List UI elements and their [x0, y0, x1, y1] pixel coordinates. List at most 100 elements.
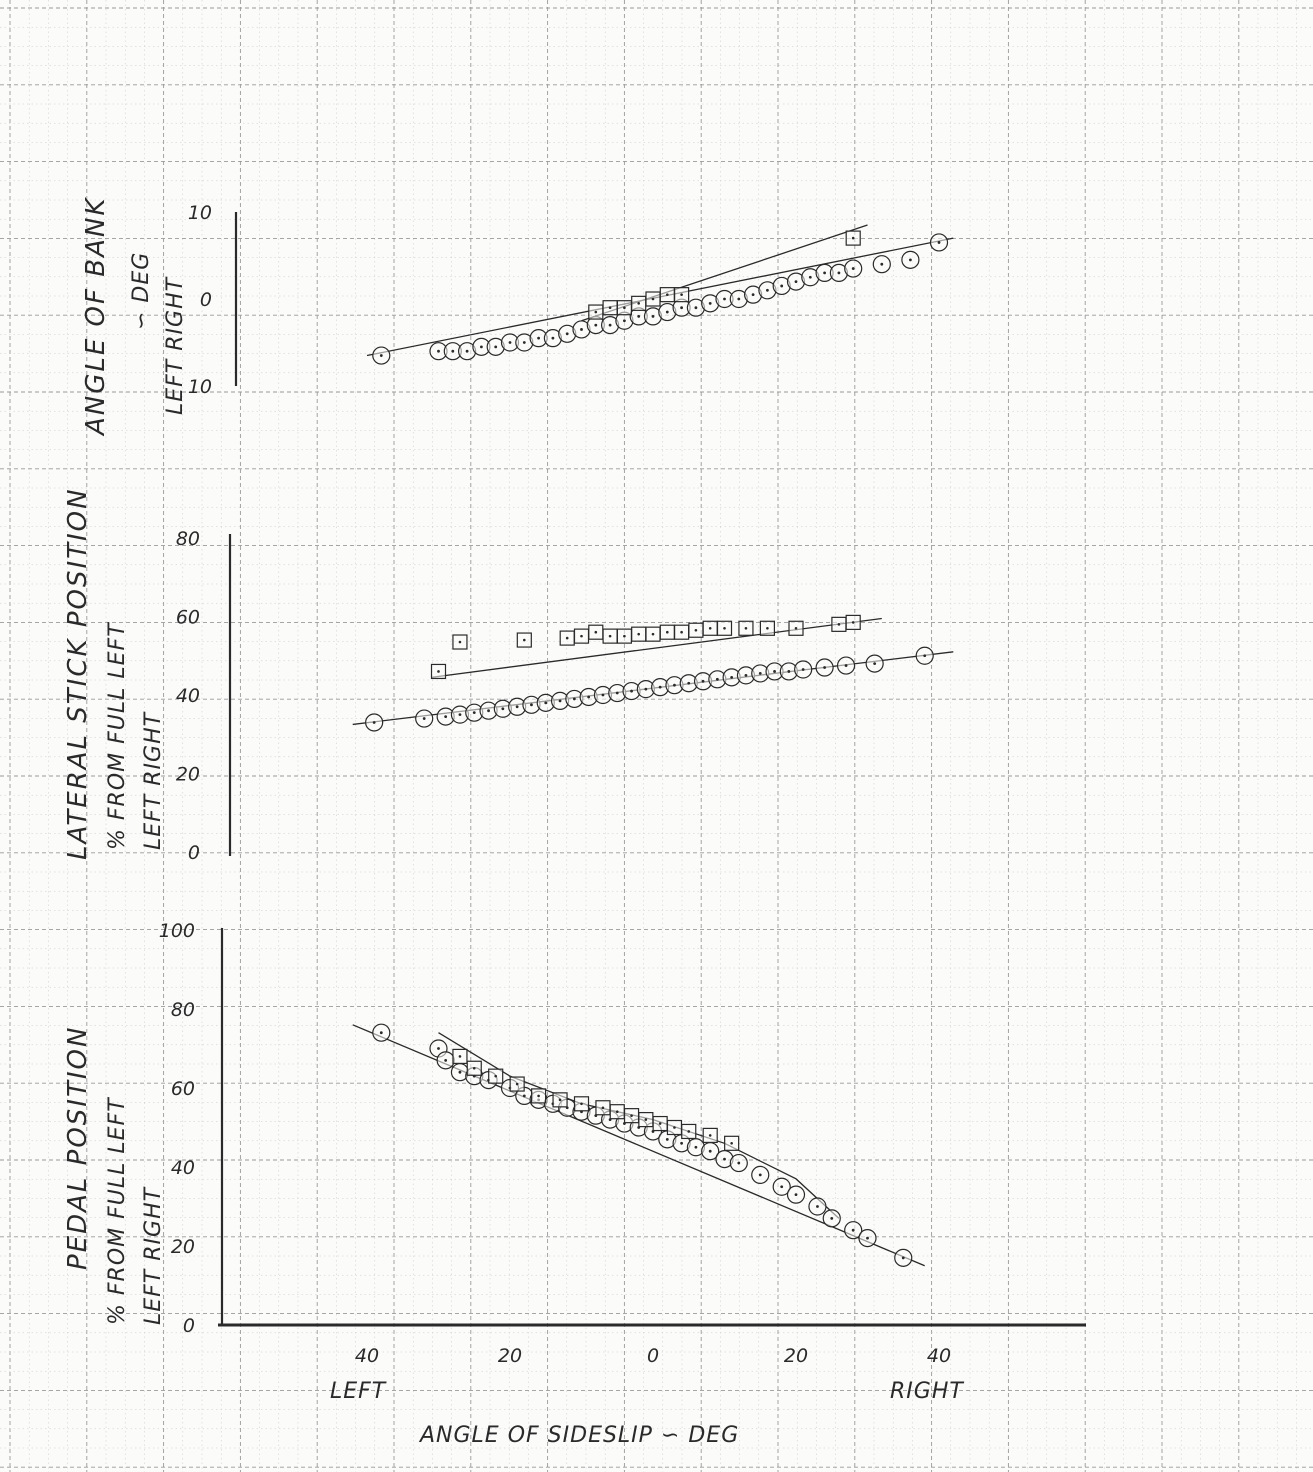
stick-square-point-dot [651, 632, 655, 636]
bank-square-point-dot [594, 310, 598, 314]
stick-circle-point-dot [715, 677, 719, 681]
pedal-square-point-dot [494, 1074, 498, 1078]
stick-circle-point-dot [444, 715, 448, 718]
stick-square-point-dot [708, 626, 712, 630]
stick-square-point-dot [744, 626, 748, 630]
stick-circle-point-dot [673, 683, 676, 687]
stick-axis-unit: % FROM FULL LEFT [105, 622, 130, 850]
bank-circle-point-dot [823, 271, 826, 275]
stick-square-point-dot [694, 628, 698, 632]
pedal-square-point-dot [687, 1130, 691, 1133]
stick-square-point-dot [437, 670, 440, 673]
stick-square-point-dot [794, 626, 798, 630]
pedal-square-point-dot [537, 1094, 540, 1098]
bank-square-point-dot [851, 236, 855, 240]
x-tick-label: 40 [355, 1345, 379, 1367]
stick-square-point-dot [523, 638, 526, 642]
pedal-square-point-dot [630, 1114, 633, 1117]
bank-axis-direction: LEFT RIGHT [163, 276, 188, 415]
stick-circle-point-dot [658, 685, 662, 689]
pedal-y-tick-label: 100 [159, 920, 195, 942]
stick-circle-point-dot [844, 664, 848, 667]
stick-square-point-dot [680, 630, 683, 634]
stick-circle-point-dot [601, 693, 605, 697]
stick-circle-point-dot [515, 705, 519, 709]
bank-y-tick-label: 10 [188, 376, 212, 398]
stick-circle-point-dot [587, 695, 591, 699]
pedal-y-tick-label: 60 [171, 1078, 195, 1100]
pedal-circle-point-dot [694, 1145, 698, 1149]
stick-axis-direction: LEFT RIGHT [141, 711, 166, 850]
stick-y-tick-label: 0 [188, 842, 200, 864]
pedal-circle-point-dot [737, 1161, 741, 1165]
pedal-square-point-dot [708, 1134, 712, 1137]
pedal-circle-point-dot [723, 1157, 726, 1161]
stick-axis-title: LATERAL STICK POSITION [63, 487, 93, 860]
bank-circle-point-dot [565, 332, 569, 336]
pedal-circle-point-dot [816, 1205, 819, 1208]
bank-circle-point-dot [480, 345, 483, 349]
stick-circle-point-dot [472, 711, 476, 715]
x-direction-left: LEFT [330, 1379, 387, 1404]
stick-square-point-dot [608, 634, 612, 638]
pedal-square-point-dot [673, 1126, 676, 1129]
stick-circle-point-dot [630, 689, 633, 693]
bank-circle-point-dot [708, 301, 712, 305]
pedal-y-tick-label: 40 [171, 1157, 195, 1179]
bank-circle-point-dot [580, 328, 583, 331]
bank-circle-point-dot [794, 280, 798, 283]
stick-square-point-dot [851, 621, 855, 624]
stick-circle-point-dot [923, 654, 927, 658]
bank-circle-point-dot [623, 319, 626, 323]
bank-square-point-dot [666, 293, 669, 296]
stick-square-point-dot [723, 626, 726, 630]
pedal-square-point-dot [658, 1122, 662, 1125]
bank-circle-point-dot [723, 297, 726, 301]
pedal-square-point-dot [580, 1102, 583, 1106]
stick-circle-point-dot [422, 717, 426, 720]
bank-circle-point-dot [937, 241, 941, 244]
stick-circle-point-dot [773, 670, 776, 673]
pedal-circle-point-dot [780, 1185, 784, 1189]
stick-circle-point-dot [730, 675, 734, 679]
stick-circle-point-dot [501, 707, 505, 711]
bank-circle-point-dot [780, 284, 784, 288]
stick-circle-point-dot [572, 697, 576, 701]
pedal-circle-point-dot [830, 1216, 834, 1220]
bank-circle-point-dot [608, 323, 612, 327]
bank-circle-point-dot [508, 341, 512, 344]
bank-circle-point-dot [551, 336, 555, 340]
pedal-circle-point-dot [851, 1228, 855, 1232]
bank-circle-point-dot [808, 275, 812, 279]
pedal-square-point-dot [730, 1142, 733, 1145]
stick-circle-point-dot [787, 670, 791, 673]
stick-y-tick-label: 40 [176, 685, 200, 707]
stick-square-point-dot [594, 630, 598, 634]
bank-circle-point-dot [737, 297, 741, 301]
pedal-circle-point-dot [866, 1236, 869, 1240]
stick-square-point-dot [666, 630, 669, 634]
stick-circle-point-dot [615, 691, 619, 695]
bank-circle-point-dot [437, 349, 440, 353]
pedal-square-point-dot [615, 1110, 619, 1113]
bank-square-point-dot [637, 302, 640, 305]
plot-marks [352, 224, 954, 1267]
bank-circle-point-dot [665, 310, 669, 314]
pedal-square-point-dot [558, 1098, 562, 1102]
bank-square-point-dot [623, 306, 626, 310]
bank-circle-point-dot [880, 262, 884, 266]
stick-y-tick-label: 80 [176, 528, 200, 550]
stick-square-point-dot [580, 634, 583, 638]
stick-circle-point-dot [530, 703, 533, 707]
stick-circle-point-dot [544, 701, 548, 705]
stick-square-point-dot [458, 640, 462, 644]
bank-square-point-dot [608, 306, 612, 310]
pedal-y-tick-label: 20 [171, 1236, 195, 1258]
pedal-circle-point-dot [680, 1141, 683, 1145]
x-tick-label: 20 [498, 1345, 522, 1367]
pedal-circle-point-dot [708, 1149, 712, 1153]
pedal-circle-point-dot [794, 1193, 798, 1197]
bank-circle-point-dot [522, 341, 526, 344]
